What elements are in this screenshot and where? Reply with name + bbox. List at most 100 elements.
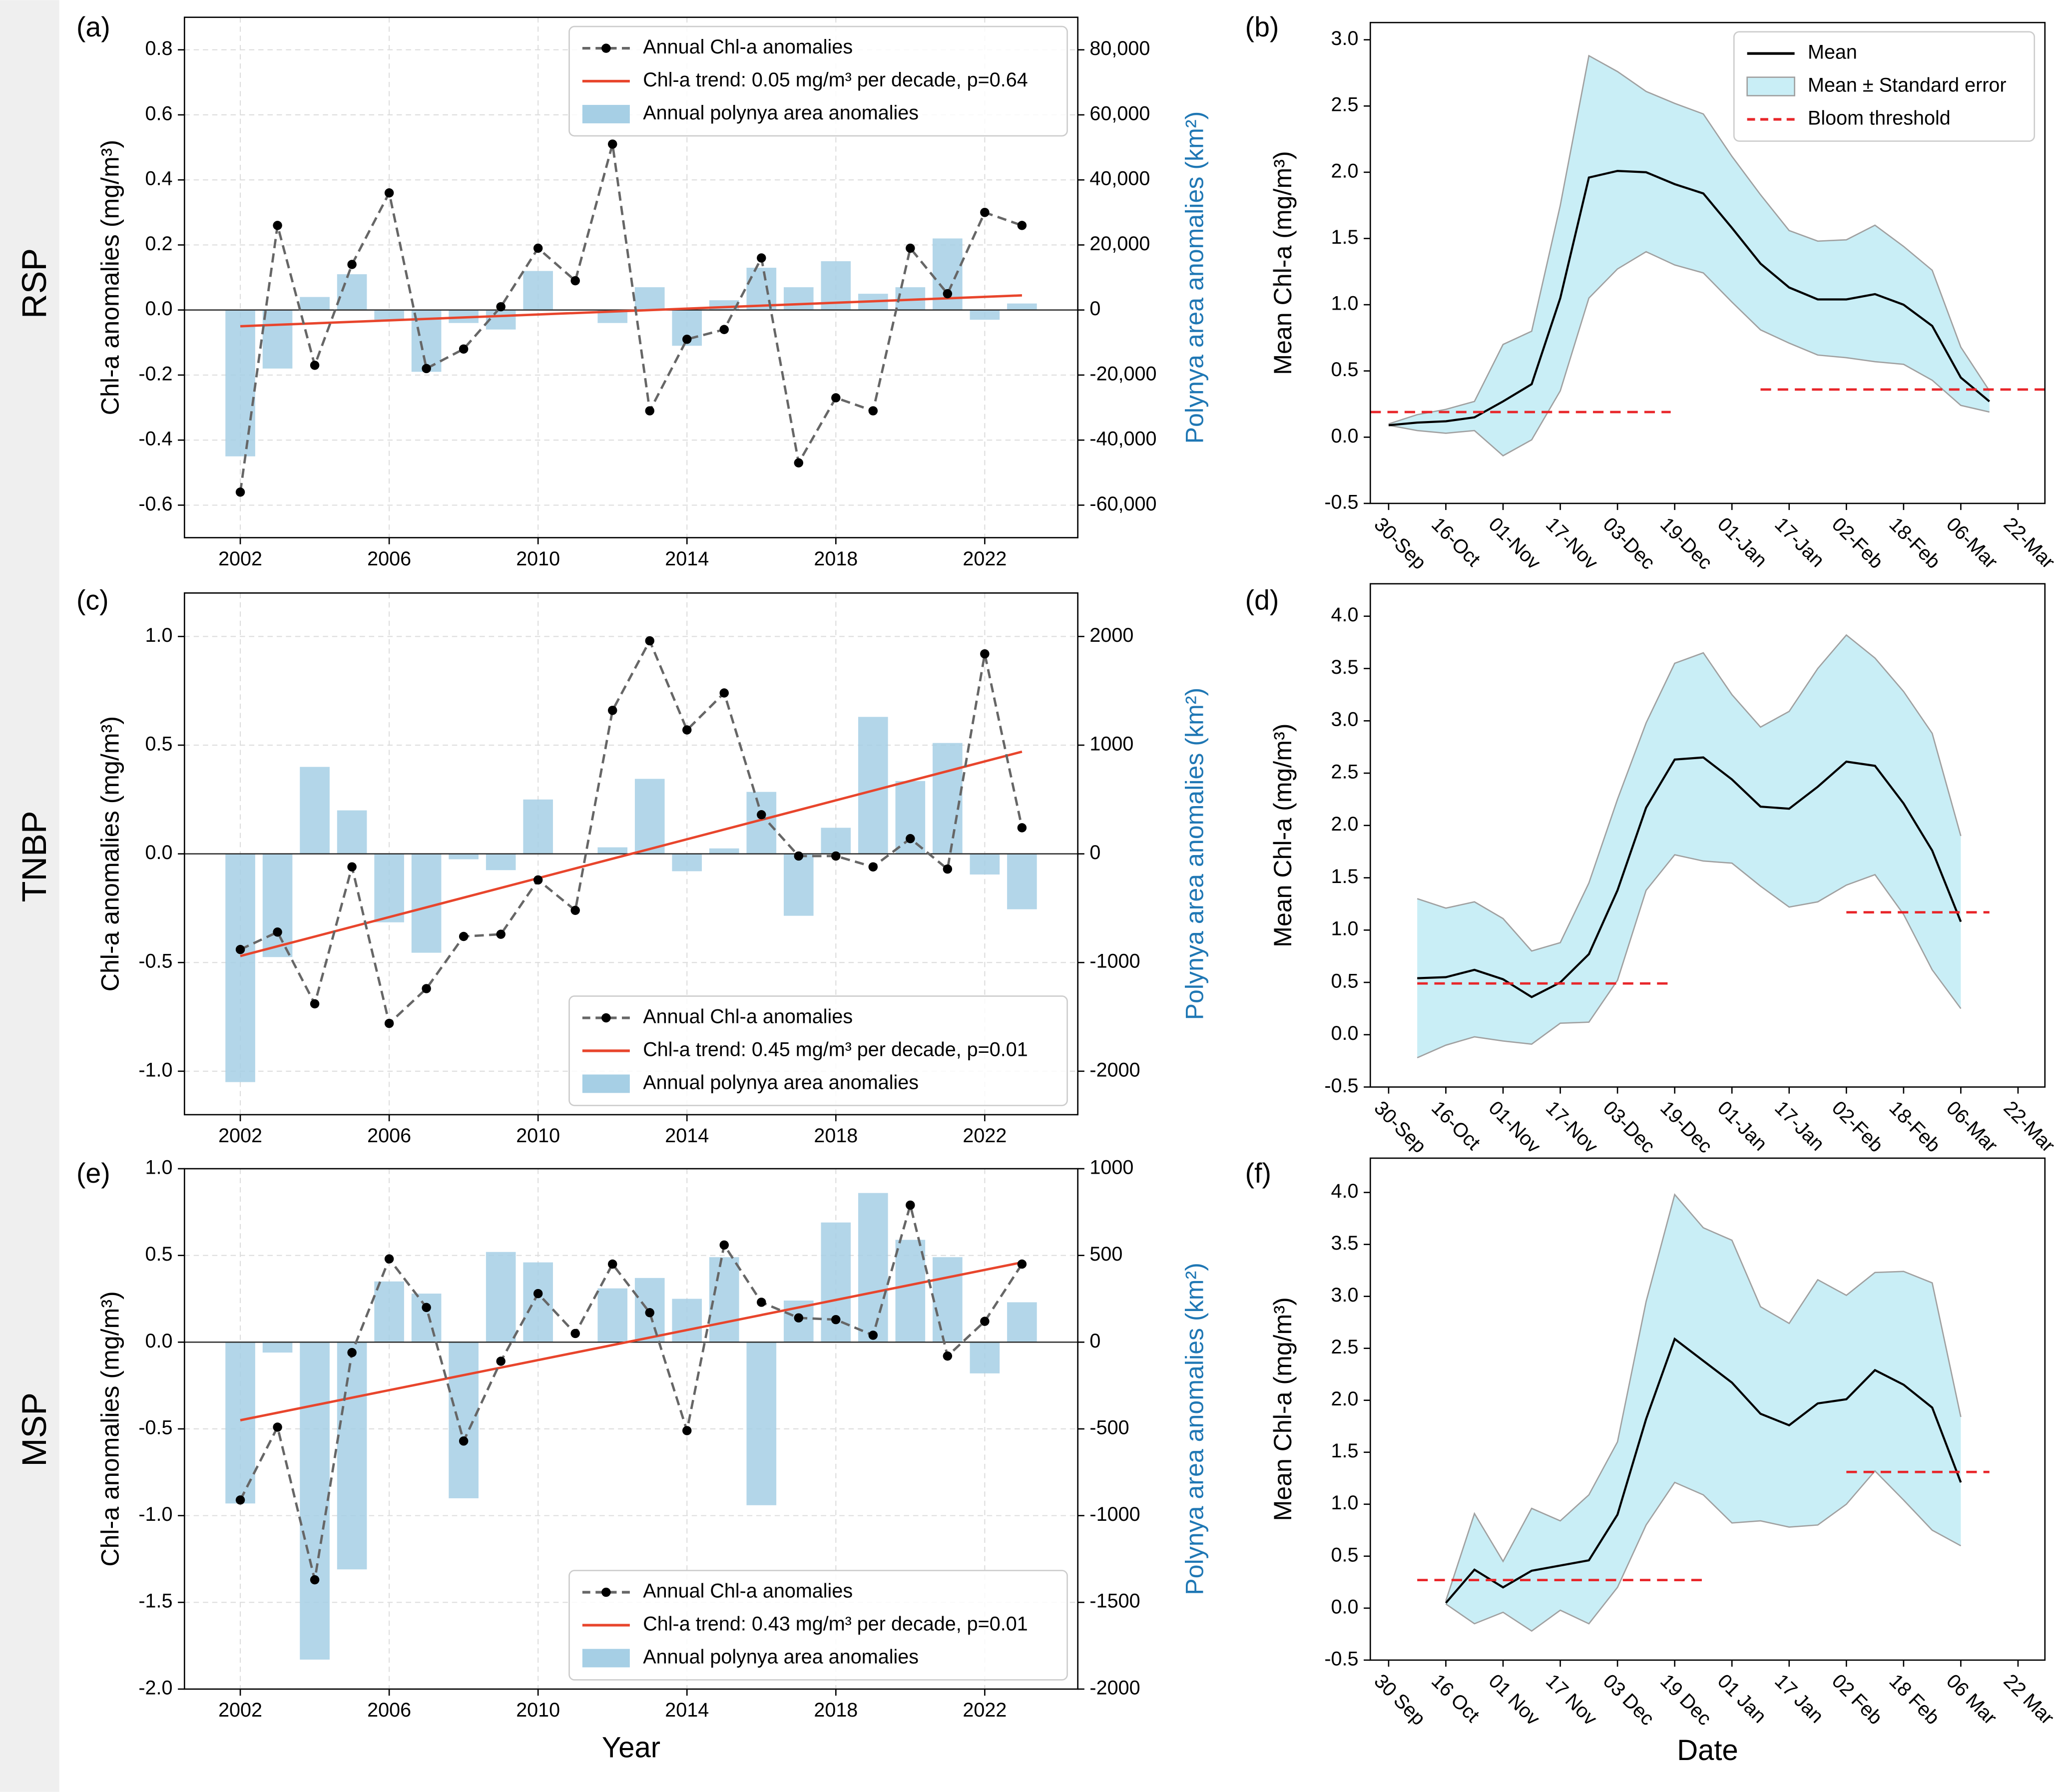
bar	[1007, 854, 1037, 909]
y-axis-label: Chl-a anomalies (mg/m³)	[96, 716, 124, 991]
y-tick-label: 0.5	[145, 733, 173, 755]
data-point	[719, 1240, 729, 1250]
mean-line	[1445, 1337, 1962, 1604]
y-tick-label: -1.5	[138, 1590, 172, 1612]
bar	[709, 848, 739, 854]
x-tick-label: 2010	[516, 1699, 560, 1721]
data-point	[794, 851, 804, 861]
x-tick-label: 2014	[665, 1699, 709, 1721]
data-point	[459, 931, 469, 941]
y2-tick-label: 20,000	[1089, 233, 1150, 255]
y2-tick-label: 0	[1089, 1330, 1100, 1352]
legend-marker	[601, 1013, 611, 1023]
y-tick-label: 3.5	[1331, 1232, 1359, 1254]
x-tick-label: 17-Nov	[1542, 1097, 1602, 1157]
bar	[858, 717, 888, 854]
band-edge	[1388, 54, 1990, 425]
x-tick-label: 03-Dec	[1599, 513, 1659, 574]
data-point	[570, 276, 580, 286]
x-tick-label: 19-Dec	[1656, 513, 1716, 574]
data-point	[757, 253, 766, 263]
x-tick-label: 17-Jan	[1770, 1097, 1829, 1155]
bar	[709, 1257, 739, 1343]
legend-swatch	[582, 1649, 630, 1668]
x-tick-label: 02 Feb	[1828, 1670, 1887, 1729]
data-point	[496, 302, 506, 312]
data-point	[682, 725, 692, 735]
bar	[449, 854, 479, 860]
data-point	[459, 1436, 469, 1446]
data-point	[794, 458, 804, 467]
data-point	[868, 406, 878, 416]
x-tick-label: 17-Jan	[1770, 513, 1829, 572]
y-tick-label: -0.5	[1324, 1075, 1358, 1097]
legend-label: Chl-a trend: 0.43 mg/m³ per decade, p=0.…	[643, 1613, 1028, 1635]
y-tick-label: 1.5	[1331, 866, 1359, 888]
data-line	[239, 143, 1023, 492]
x-tick-label: 01 Nov	[1485, 1670, 1545, 1730]
x-tick-label: 22-Mar	[1999, 513, 2059, 573]
y-tick-label: 0.8	[145, 37, 173, 59]
x-tick-label: 2022	[963, 1125, 1007, 1147]
y-tick-label: 0.0	[145, 842, 173, 864]
y-tick-label: 2.0	[1331, 160, 1359, 182]
bar	[970, 1342, 1000, 1373]
panel-label: (c)	[76, 584, 109, 615]
data-point	[868, 862, 878, 872]
bar	[634, 287, 665, 310]
row-label: MSP	[15, 1392, 53, 1467]
row-label: RSP	[15, 248, 53, 319]
panel-label: (b)	[1245, 11, 1279, 42]
data-point	[831, 393, 841, 403]
band-edge	[1445, 1470, 1962, 1632]
x-tick-label: 2014	[665, 548, 709, 570]
data-point	[235, 944, 245, 954]
y2-tick-label: 40,000	[1089, 168, 1150, 190]
y-tick-label: 0.5	[1331, 970, 1359, 992]
data-point	[943, 1351, 953, 1361]
x-tick-label: 30-Sep	[1370, 1097, 1430, 1157]
data-point	[868, 1331, 878, 1340]
y-tick-label: 0.5	[1331, 359, 1359, 381]
error-band	[1446, 1194, 1961, 1631]
x-tick-label: 2022	[963, 1699, 1007, 1721]
data-point	[1017, 1259, 1027, 1269]
x-tick-label: 17-Nov	[1542, 513, 1602, 574]
legend-swatch	[582, 105, 630, 123]
bar	[895, 1240, 926, 1343]
bar	[634, 779, 665, 854]
y2-tick-label: -20,000	[1089, 363, 1156, 385]
bar	[374, 310, 404, 320]
y2-tick-label: 0	[1089, 842, 1100, 864]
bar	[449, 1342, 479, 1498]
y-axis-label: Chl-a anomalies (mg/m³)	[96, 1291, 124, 1566]
y-axis-label: Mean Chl-a (mg/m³)	[1269, 1297, 1297, 1521]
y-tick-label: -0.4	[138, 428, 172, 450]
y-tick-label: 1.0	[1331, 918, 1359, 940]
panel-label: (f)	[1245, 1158, 1271, 1189]
y-tick-label: 4.0	[1331, 1180, 1359, 1202]
y-tick-label: 0.0	[1331, 1596, 1359, 1618]
bar	[746, 1342, 777, 1505]
row-strip	[0, 0, 59, 1792]
data-point	[1017, 221, 1027, 230]
y-tick-label: 0.6	[145, 102, 173, 124]
x-tick-label: 2010	[516, 1125, 560, 1147]
panel-label: (a)	[76, 11, 110, 42]
threshold-line	[1417, 1470, 1990, 1582]
bar	[374, 1281, 404, 1343]
y2-tick-label: 0	[1089, 298, 1100, 320]
y-tick-label: 4.0	[1331, 604, 1359, 626]
panel-label: (d)	[1245, 584, 1279, 615]
y-tick-label: 0.0	[145, 1330, 173, 1352]
x-tick-label: 17 Jan	[1770, 1670, 1828, 1727]
x-tick-label: 2010	[516, 548, 560, 570]
data-point	[757, 810, 766, 820]
data-point	[943, 289, 953, 299]
data-point	[533, 875, 543, 885]
data-point	[645, 1308, 654, 1318]
data-point	[570, 1329, 580, 1339]
y-axis-label: Chl-a anomalies (mg/m³)	[96, 140, 124, 415]
data-point	[273, 927, 282, 937]
bar	[411, 1294, 442, 1343]
